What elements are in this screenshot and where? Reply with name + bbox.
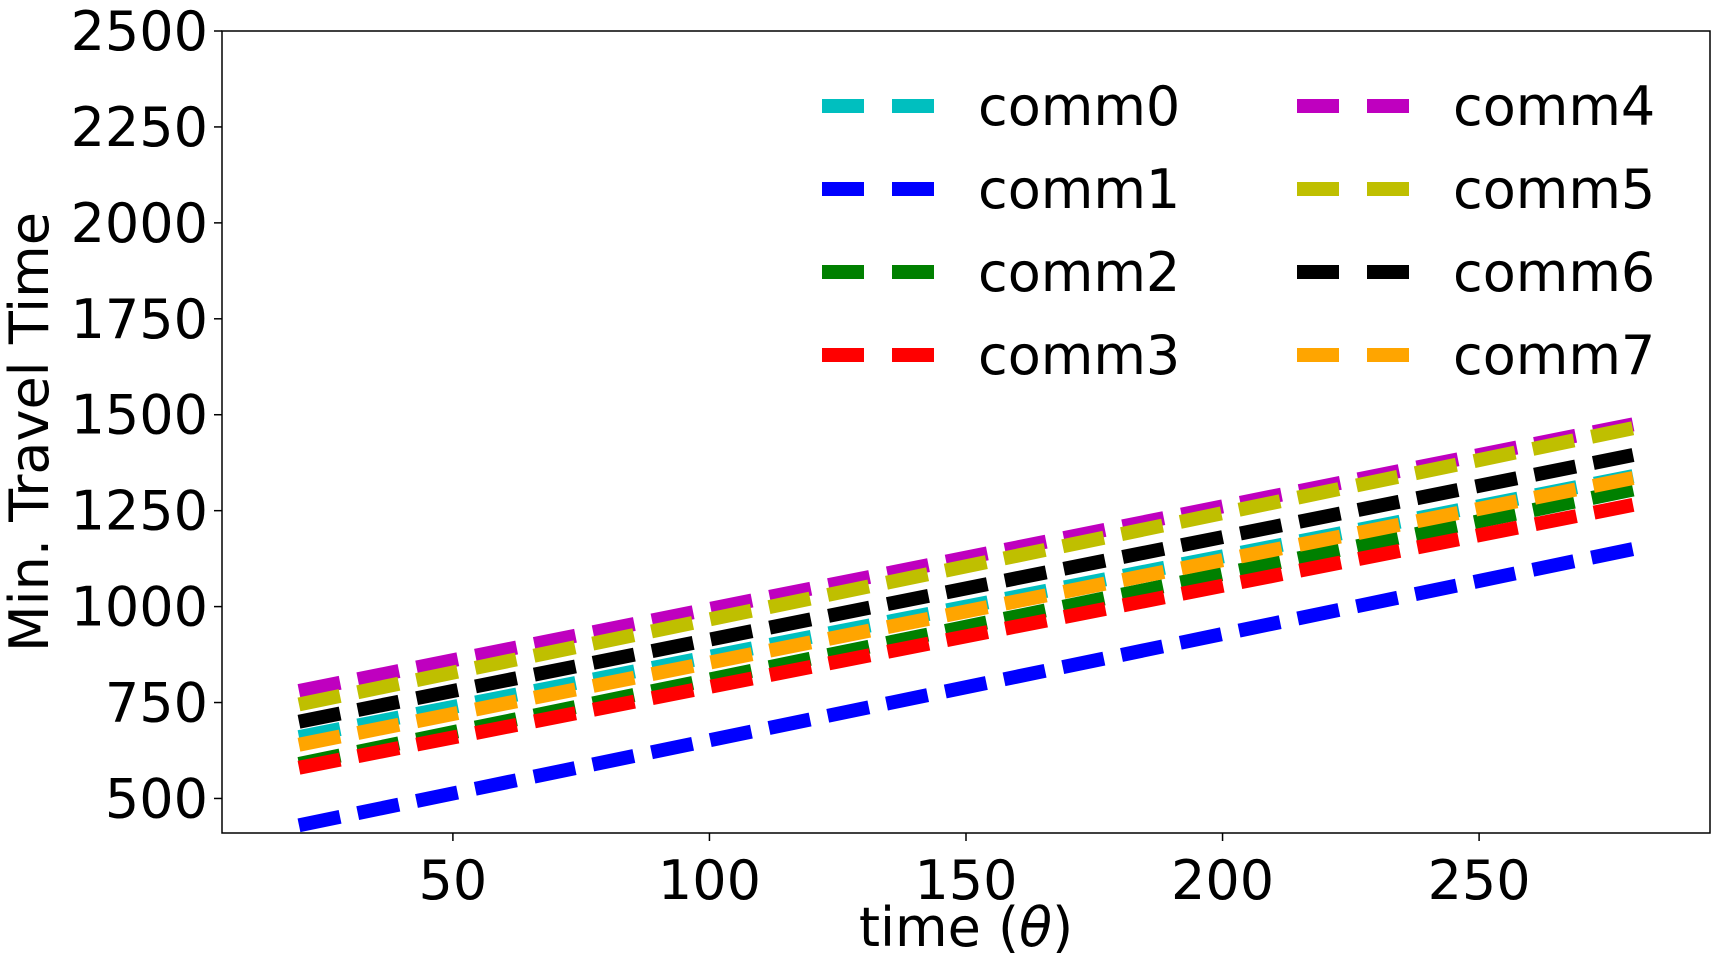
legend-label: comm4 xyxy=(1453,75,1655,138)
y-tick-label: 1750 xyxy=(71,288,208,351)
x-tick-label: 50 xyxy=(419,849,488,912)
legend-item-comm1: comm1 xyxy=(822,158,1180,221)
legend-item-comm7: comm7 xyxy=(1297,324,1655,387)
series-line-comm4 xyxy=(297,417,1635,698)
legend-label: comm1 xyxy=(978,158,1180,221)
y-tick-label: 750 xyxy=(105,672,208,735)
x-tick-label: 150 xyxy=(914,849,1017,912)
x-tick-label: 100 xyxy=(658,849,761,912)
series-line-comm5 xyxy=(297,421,1635,712)
y-tick-label: 1250 xyxy=(71,480,208,543)
y-axis-title: Min. Travel Time xyxy=(0,212,61,652)
legend-label: comm0 xyxy=(978,75,1180,138)
legend-item-comm0: comm0 xyxy=(822,75,1180,138)
y-tick-label: 2500 xyxy=(71,0,208,63)
y-tick-label: 1000 xyxy=(71,576,208,639)
series-line-comm1 xyxy=(297,542,1635,833)
legend-label: comm3 xyxy=(978,324,1180,387)
series-line-comm2 xyxy=(297,482,1635,771)
y-axis: 500 750 1000 1250 1500 1750 2000 2250 2500 xyxy=(71,0,222,830)
legend-item-comm5: comm5 xyxy=(1297,158,1655,221)
y-tick-label: 2000 xyxy=(71,192,208,255)
x-tick-label: 200 xyxy=(1171,849,1274,912)
legend-item-comm4: comm4 xyxy=(1297,75,1655,138)
x-tick-label: 250 xyxy=(1428,849,1531,912)
series-line-comm6 xyxy=(297,448,1635,729)
legend-item-comm6: comm6 xyxy=(1297,241,1655,304)
series-line-comm3 xyxy=(297,498,1635,775)
y-tick-label: 2250 xyxy=(71,96,208,159)
series-line-comm7 xyxy=(297,471,1635,752)
legend: comm0 comm1 comm2 comm3 comm4 comm5 comm6 comm7 xyxy=(822,75,1655,387)
legend-item-comm3: comm3 xyxy=(822,324,1180,387)
legend-label: comm6 xyxy=(1453,241,1655,304)
y-tick-label: 1500 xyxy=(71,384,208,447)
legend-item-comm2: comm2 xyxy=(822,241,1180,304)
legend-label: comm7 xyxy=(1453,324,1655,387)
y-tick-label: 500 xyxy=(105,767,208,830)
x-axis: 50 100 150 200 250 xyxy=(419,833,1531,912)
legend-label: comm2 xyxy=(978,241,1180,304)
legend-label: comm5 xyxy=(1453,158,1655,221)
x-axis-title: time (θ) xyxy=(859,896,1073,959)
series-layer xyxy=(297,417,1635,833)
